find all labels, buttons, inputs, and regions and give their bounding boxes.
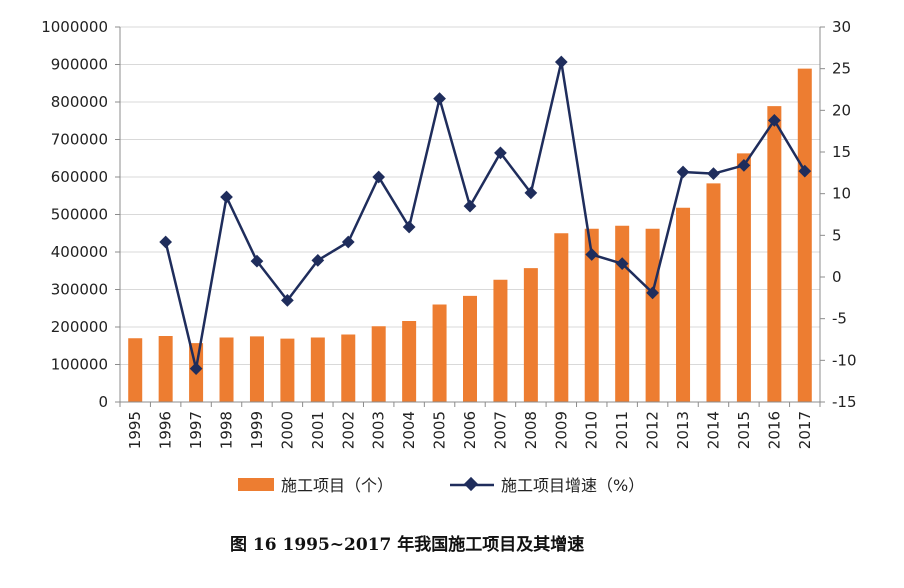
legend-label-line: 施工项目增速（%） [501, 476, 644, 495]
x-tick-label: 2015 [735, 411, 753, 449]
line-point-marker [402, 220, 416, 234]
bar [736, 153, 751, 402]
right-tick-label: 15 [832, 143, 851, 161]
x-tick-label: 1997 [187, 411, 205, 449]
x-tick-label: 1999 [248, 411, 266, 449]
x-tick-label: 2010 [583, 411, 601, 449]
bar [676, 207, 691, 402]
axes [115, 26, 825, 407]
legend-label-bar: 施工项目（个） [281, 476, 393, 495]
left-tick-label: 300000 [51, 281, 108, 299]
bar [615, 225, 630, 402]
left-tick-label: 1000000 [41, 18, 108, 36]
right-tick-label: 0 [832, 268, 842, 286]
x-tick-label: 2007 [491, 411, 509, 449]
x-tick-label: 1998 [218, 411, 236, 449]
x-tick-label: 2013 [674, 411, 692, 449]
line-point-marker [707, 167, 720, 181]
bar [767, 106, 782, 402]
left-tick-label: 100000 [51, 356, 108, 374]
gridlines [120, 26, 820, 403]
bar [797, 68, 812, 402]
bar [219, 337, 234, 402]
right-axis-ticks: -15 -10 -5 0 5 10 15 20 25 30 [832, 18, 857, 411]
line-point-marker [220, 190, 233, 204]
bar [249, 336, 264, 402]
right-tick-label: -5 [832, 310, 847, 328]
growth-line [164, 60, 806, 370]
line-point-marker [341, 235, 355, 249]
left-tick-label: 900000 [51, 56, 108, 74]
bar [706, 183, 721, 402]
right-tick-label: 10 [832, 185, 851, 203]
line-point-marker [494, 146, 507, 160]
line-point-marker [159, 235, 173, 249]
right-tick-label: -15 [832, 393, 857, 411]
x-tick-label: 2004 [400, 411, 418, 449]
bar [341, 334, 356, 402]
x-tick-label: 2016 [765, 411, 783, 449]
bar [493, 279, 508, 402]
bar-series [128, 68, 812, 402]
bar [280, 338, 295, 402]
left-tick-label: 400000 [51, 243, 108, 261]
left-tick-label: 700000 [51, 131, 108, 149]
right-tick-label: 30 [832, 18, 851, 36]
bar [523, 268, 538, 402]
bar [463, 295, 477, 402]
legend-swatch-bar [238, 478, 274, 491]
left-tick-label: 200000 [51, 318, 108, 336]
line-point-marker [554, 55, 568, 69]
x-tick-label: 2005 [431, 411, 449, 449]
right-tick-label: -10 [832, 351, 857, 369]
left-tick-label: 0 [98, 393, 108, 411]
x-tick-label: 2001 [309, 411, 327, 449]
legend-swatch-marker [463, 476, 479, 492]
figure-caption: 图 16 1995~2017 年我国施工项目及其增速 [230, 534, 584, 555]
line-point-marker [372, 170, 386, 184]
x-tick-label: 1995 [126, 411, 144, 449]
line-point-marker [433, 92, 446, 106]
bar [128, 338, 143, 402]
x-tick-label: 2003 [370, 411, 388, 449]
right-tick-label: 25 [832, 60, 851, 78]
bar [402, 321, 417, 402]
left-tick-label: 600000 [51, 168, 108, 186]
bar [584, 228, 599, 402]
bar [158, 336, 173, 402]
x-tick-label: 2000 [278, 411, 296, 449]
x-tick-label: 2014 [704, 411, 722, 449]
left-tick-label: 800000 [51, 93, 108, 111]
x-axis-ticks: 1995 1996 1997 1998 1999 2000 2001 2002 2003 2004… [126, 411, 814, 449]
left-axis-ticks: 0 100000 200000 300000 400000 500000 600000 700… [41, 18, 108, 411]
right-tick-label: 5 [832, 226, 842, 244]
bar [371, 326, 386, 402]
bar [554, 233, 569, 402]
left-tick-label: 500000 [51, 206, 108, 224]
line-point-marker [189, 362, 203, 376]
bar [645, 228, 660, 402]
x-tick-label: 1996 [157, 411, 175, 449]
x-tick-label: 2011 [613, 411, 631, 449]
x-tick-label: 2012 [644, 411, 662, 449]
legend: 施工项目（个） 施工项目增速（%） [238, 476, 644, 495]
x-tick-label: 2017 [796, 411, 814, 449]
x-tick-label: 2006 [461, 411, 479, 449]
line-point-marker [676, 165, 690, 179]
right-tick-label: 20 [832, 101, 851, 119]
x-tick-label: 2008 [522, 411, 540, 449]
x-tick-label: 2009 [552, 411, 570, 449]
line-point-marker [281, 293, 294, 307]
bar [310, 337, 325, 402]
bar [432, 304, 447, 402]
x-tick-label: 2002 [339, 411, 357, 449]
line-point-marker [463, 199, 477, 213]
